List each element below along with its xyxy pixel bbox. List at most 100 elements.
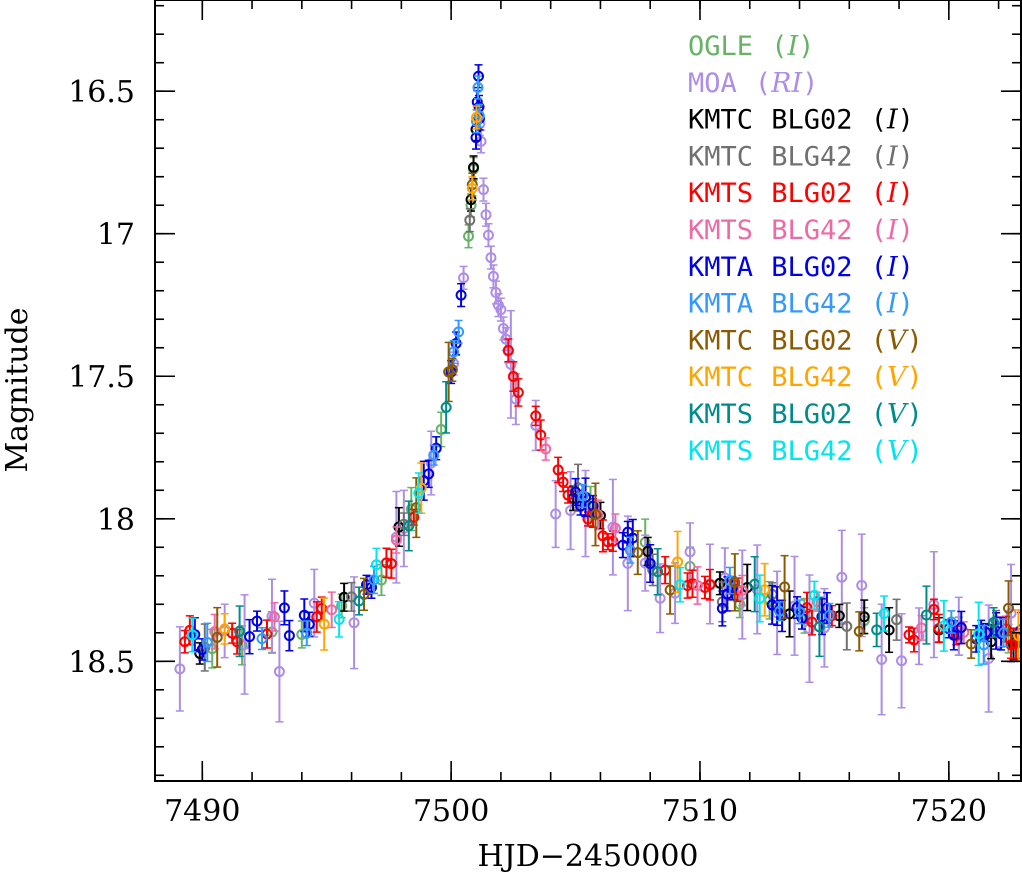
legend-survey: KMTA [688, 252, 753, 283]
data-point [684, 522, 696, 582]
legend: OGLE (I)MOA (RI)KMTC BLG02 (I)KMTC BLG42 (I)KM… [688, 31, 923, 467]
data-point [283, 619, 295, 652]
data-point [577, 483, 589, 509]
data-point [813, 596, 825, 658]
x-tick-label: 7490 [164, 794, 240, 829]
data-point [664, 565, 676, 615]
legend-survey: KMTS [688, 215, 753, 246]
legend-survey: OGLE [688, 31, 753, 62]
data-point [326, 591, 338, 629]
data-point [920, 585, 932, 645]
legend-band: (I) [871, 178, 914, 209]
data-point [463, 224, 475, 249]
data-point [273, 620, 285, 723]
data-point [836, 529, 848, 625]
data-point [512, 378, 524, 407]
legend-band: (V) [871, 362, 923, 393]
legend-band: (I) [871, 215, 914, 246]
legend-entry: KMTA BLG42 (I) [688, 289, 914, 320]
data-point [644, 543, 656, 583]
series-11 [186, 472, 985, 667]
data-point [624, 536, 636, 564]
data-point [988, 606, 1000, 638]
data-point [186, 617, 198, 653]
data-point [853, 611, 865, 652]
legend-band: (I) [871, 105, 914, 136]
data-point [808, 580, 820, 611]
legend-entry: KMTS BLG42 (V) [688, 436, 923, 467]
legend-entry: OGLE (I) [688, 31, 814, 62]
data-point [278, 590, 290, 626]
data-point [617, 531, 629, 559]
data-point [632, 530, 644, 576]
data-point [435, 411, 447, 448]
data-point [244, 618, 256, 655]
data-point [896, 613, 908, 709]
axes: 7490 7500 7510 7520 16.5 17 17.5 18 18.5 [68, 0, 1021, 829]
data-point [779, 554, 791, 619]
data-point [455, 282, 467, 308]
data-point [891, 598, 903, 641]
data-point [965, 629, 977, 659]
data-point [423, 459, 435, 489]
series-9 [219, 105, 1021, 662]
data-point [550, 479, 562, 549]
data-point [530, 405, 542, 427]
data-point [211, 606, 223, 668]
legend-entry: KMTA BLG02 (I) [688, 252, 914, 283]
x-tick-label: 7520 [911, 794, 987, 829]
data-point [823, 602, 835, 628]
legend-field: BLG42 [771, 436, 852, 467]
series-4 [179, 338, 1021, 660]
legend-survey: MOA [688, 68, 737, 99]
data-point [428, 444, 440, 466]
plot-area [174, 64, 1021, 723]
data-point [333, 600, 345, 638]
data-point [453, 319, 465, 345]
legend-band: (V) [871, 436, 923, 467]
legend-band: (I) [871, 141, 914, 172]
data-point [535, 419, 547, 451]
data-point [704, 568, 716, 601]
legend-band: (I) [771, 31, 814, 62]
data-point [794, 599, 806, 625]
legend-field: BLG02 [771, 105, 852, 136]
series-10 [234, 380, 1000, 658]
data-point [691, 566, 703, 605]
legend-field: BLG02 [771, 252, 852, 283]
y-tick-label: 17 [97, 218, 135, 253]
data-point [674, 566, 686, 603]
legend-field: BLG42 [771, 215, 852, 246]
data-point [933, 613, 945, 644]
data-point [502, 338, 514, 363]
y-tick-label: 18 [97, 503, 135, 538]
x-tick-label: 7500 [413, 794, 489, 829]
data-point [440, 380, 452, 434]
series-7 [201, 75, 1010, 665]
y-tick-label: 16.5 [68, 75, 135, 110]
data-point [301, 620, 313, 647]
y-axis-title: Magnitude [0, 307, 35, 472]
data-point [472, 75, 484, 100]
data-point [589, 482, 601, 547]
legend-survey: KMTS [688, 399, 753, 430]
data-point [1003, 580, 1015, 637]
data-point [841, 602, 853, 651]
data-point [251, 610, 263, 632]
legend-entry: KMTC BLG42 (I) [688, 141, 914, 172]
x-tick-label: 7510 [662, 794, 738, 829]
data-point [390, 526, 402, 554]
legend-field: BLG42 [771, 362, 852, 393]
data-point [353, 586, 365, 616]
legend-field: BLG02 [771, 178, 852, 209]
legend-entry: KMTC BLG42 (V) [688, 362, 923, 393]
legend-field: BLG02 [771, 399, 852, 430]
data-point [201, 622, 213, 663]
legend-survey: KMTC [688, 325, 753, 356]
data-point [796, 606, 808, 630]
data-point [856, 533, 868, 638]
data-point [871, 612, 883, 648]
data-point [609, 513, 621, 543]
data-point [973, 601, 985, 667]
